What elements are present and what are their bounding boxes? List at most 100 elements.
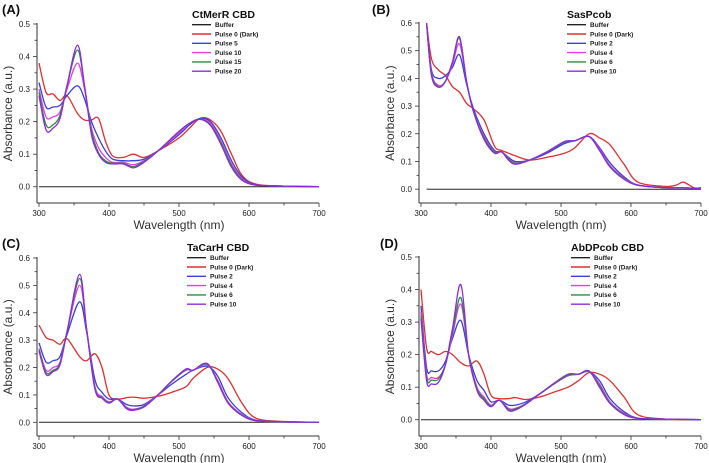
- x-axis-label: Wavelength (nm): [516, 451, 607, 463]
- panel-label: (C): [2, 236, 20, 251]
- legend-entry: Pulse 6: [210, 292, 233, 299]
- legend-entry: Buffer: [210, 255, 230, 262]
- series-line-pulse-4: [420, 303, 702, 421]
- chart-panel-b: 300 400 500 600 700 0.0 0.1 0.2 0.3 0.4 0.5 0.6 Wave…: [372, 2, 708, 232]
- panel-label: (D): [380, 236, 398, 251]
- legend-title: CtMerR CBD: [192, 9, 255, 21]
- x-tick-label: 600: [242, 442, 256, 451]
- x-axis-label: Wavelength (nm): [134, 451, 225, 463]
- legend-entry: Pulse 2: [594, 274, 617, 281]
- series-line-pulse-0-dark: [420, 289, 702, 421]
- legend-title: AbDPcob CBD: [571, 242, 644, 254]
- x-tick-label: 500: [172, 209, 186, 218]
- legend-entry: Pulse 2: [210, 274, 233, 281]
- y-tick-label: 0.4: [401, 74, 413, 83]
- x-tick-label: 300: [32, 209, 46, 218]
- legend-entry: Pulse 4: [210, 283, 233, 290]
- legend-entry: Pulse 15: [215, 59, 242, 66]
- y-tick-label: 0.3: [19, 85, 31, 94]
- legend-entry: Pulse 0 (Dark): [210, 264, 253, 271]
- series-line-pulse-0-dark: [38, 62, 320, 188]
- chart-panel-c: 300 400 500 600 700 0.0 0.1 0.2 0.3 0.4 0.5 0.6 Wave…: [1, 236, 326, 463]
- y-tick-label: 0.5: [19, 20, 31, 29]
- y-tick-label: 0.3: [19, 336, 31, 345]
- x-axis-label: Wavelength (nm): [516, 218, 607, 232]
- y-axis-label: Absorbance (a.u.): [1, 299, 15, 394]
- y-tick-label: 0.4: [19, 53, 31, 62]
- x-tick-label: 400: [102, 442, 116, 451]
- series-line-pulse-4: [38, 284, 320, 423]
- series-line-pulse-5: [38, 82, 320, 188]
- series-line-pulse-6: [425, 22, 702, 189]
- legend-title: TaCarH CBD: [187, 242, 250, 254]
- y-tick-label: 0.1: [401, 383, 413, 392]
- y-tick-label: 0.0: [19, 418, 31, 427]
- legend-entry: Pulse 4: [590, 50, 613, 57]
- y-tick-label: 0.3: [401, 318, 413, 327]
- y-tick-label: 0.1: [401, 157, 413, 166]
- x-tick-label: 700: [694, 442, 708, 451]
- panel-label: (B): [372, 2, 390, 17]
- legend-entry: Buffer: [590, 22, 610, 29]
- legend-entry: Buffer: [594, 255, 614, 262]
- y-tick-label: 0.1: [19, 391, 31, 400]
- legend-entry: Pulse 4: [594, 283, 617, 290]
- x-tick-label: 400: [102, 209, 116, 218]
- y-tick-label: 0.6: [19, 254, 31, 263]
- y-tick-label: 0.1: [19, 150, 31, 159]
- y-tick-label: 0.5: [19, 281, 31, 290]
- y-tick-label: 0.2: [19, 118, 31, 127]
- legend-entry: Pulse 6: [590, 59, 613, 66]
- x-tick-label: 300: [32, 442, 46, 451]
- series-line-pulse-4: [425, 22, 702, 189]
- x-tick-label: 600: [624, 442, 638, 451]
- y-tick-label: 0.4: [401, 286, 413, 295]
- panel-label: (A): [2, 2, 20, 17]
- series-line-pulse-2: [38, 301, 320, 423]
- legend-entry: Pulse 10: [215, 50, 242, 57]
- series-line-pulse-10: [38, 62, 320, 188]
- y-axis-label: Absorbance (a.u.): [383, 65, 397, 160]
- legend-entry: Pulse 10: [594, 302, 621, 309]
- series-line-pulse-2: [425, 22, 702, 189]
- x-tick-label: 500: [554, 209, 568, 218]
- series-line-pulse-0-dark: [38, 324, 320, 423]
- x-tick-label: 300: [414, 209, 428, 218]
- y-tick-label: 0.2: [401, 130, 413, 139]
- y-axis-label: Absorbance (a.u.): [1, 66, 15, 161]
- series-line-pulse-6: [38, 277, 320, 423]
- chart-panel-d: 300 400 500 600 700 0.0 0.1 0.2 0.3 0.4 0.5 Wavelen…: [380, 236, 708, 463]
- legend-entry: Pulse 10: [590, 69, 617, 76]
- legend-entry: Pulse 6: [594, 292, 617, 299]
- series-line-pulse-10: [420, 284, 702, 421]
- x-tick-label: 300: [414, 442, 428, 451]
- legend-entry: Pulse 0 (Dark): [590, 31, 633, 38]
- x-tick-label: 400: [484, 209, 498, 218]
- series-line-pulse-10: [425, 22, 702, 189]
- legend-entry: Pulse 10: [210, 302, 237, 309]
- series-line-pulse-2: [420, 305, 702, 421]
- y-tick-label: 0.3: [401, 102, 413, 111]
- y-tick-label: 0.0: [401, 416, 413, 425]
- legend-entry: Buffer: [215, 22, 235, 29]
- y-tick-label: 0.6: [401, 19, 413, 28]
- series-line-pulse-0-dark: [425, 22, 702, 189]
- series-line-pulse-10: [38, 273, 320, 423]
- x-tick-label: 500: [172, 442, 186, 451]
- x-tick-label: 600: [242, 209, 256, 218]
- legend-entry: Pulse 0 (Dark): [594, 264, 637, 271]
- x-tick-label: 400: [484, 442, 498, 451]
- y-axis-label: Absorbance (a.u.): [383, 299, 397, 394]
- chart-panel-a: 300 400 500 600 700 0.0 0.1 0.2 0.3 0.4 0.5 Wavelen…: [1, 2, 326, 232]
- y-tick-label: 0.4: [19, 309, 31, 318]
- series-line-pulse-20: [38, 44, 320, 188]
- y-tick-label: 0.5: [401, 253, 413, 262]
- legend-entry: Pulse 5: [215, 41, 238, 48]
- y-tick-label: 0.2: [401, 351, 413, 360]
- x-tick-label: 500: [554, 442, 568, 451]
